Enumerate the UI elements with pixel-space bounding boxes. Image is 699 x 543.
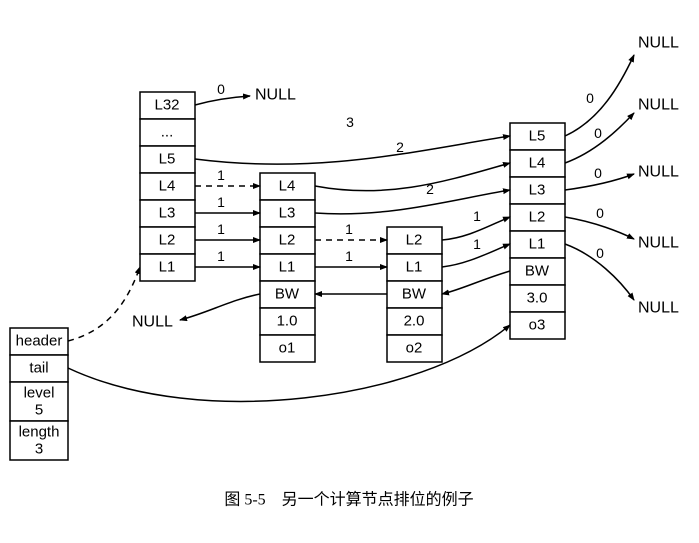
lbl-h-l5: 3	[346, 114, 354, 130]
lbl-o1-l4: 2	[396, 139, 404, 155]
lbl-o3-l4: 0	[594, 125, 602, 141]
lbl-o2-l1: 1	[473, 236, 481, 252]
o2-bw: BW	[402, 286, 427, 303]
o1-l1: L1	[279, 259, 296, 276]
o3-l4: L4	[529, 155, 546, 172]
o1-obj: o1	[279, 340, 296, 357]
struct-level-label: level	[24, 385, 55, 402]
header-l4: L4	[159, 178, 176, 195]
o3-obj: o3	[529, 317, 546, 334]
header-l1: L1	[159, 259, 176, 276]
o3-l3: L3	[529, 182, 546, 199]
lbl-h-l1: 1	[217, 248, 225, 264]
struct-node: header tail level 5 length 3	[10, 328, 68, 460]
lbl-o2-l2: 1	[473, 208, 481, 224]
null-r1: NULL	[638, 97, 679, 114]
o3-score: 3.0	[527, 290, 548, 307]
lbl-o3-l1: 0	[596, 245, 604, 261]
lbl-o1-l2: 1	[345, 221, 353, 237]
o2-score: 2.0	[404, 313, 425, 330]
edge-o3-bw	[442, 271, 510, 294]
header-node: L32 ... L5 L4 L3 L2 L1	[140, 92, 195, 281]
diagram-canvas: header tail level 5 length 3 L32 ... L5 …	[0, 0, 699, 543]
lbl-o3-l3: 0	[594, 165, 602, 181]
struct-length-label: length	[19, 424, 60, 441]
null-r3: NULL	[638, 235, 679, 252]
o1-score: 1.0	[277, 313, 298, 330]
header-l5: L5	[159, 151, 176, 168]
null-r0: NULL	[638, 35, 679, 52]
lbl-o1-l3: 2	[426, 181, 434, 197]
o3-l5: L5	[529, 128, 546, 145]
lbl-h-l32: 0	[217, 81, 225, 97]
o1-bw: BW	[275, 286, 300, 303]
o2-obj: o2	[406, 340, 423, 357]
struct-header: header	[16, 333, 63, 350]
null-r2: NULL	[638, 164, 679, 181]
struct-tail: tail	[29, 360, 48, 377]
edge-o1-bw	[180, 294, 260, 320]
edge-h-l32	[195, 96, 250, 105]
edge-h-l5	[195, 136, 510, 164]
lbl-h-l2: 1	[217, 221, 225, 237]
null-bw: NULL	[132, 314, 173, 331]
o2-l1: L1	[406, 259, 423, 276]
null-top: NULL	[255, 87, 296, 104]
header-l3: L3	[159, 205, 176, 222]
struct-level-value: 5	[35, 402, 43, 419]
node-o3: L5 L4 L3 L2 L1 BW 3.0 o3	[510, 123, 565, 339]
o2-l2: L2	[406, 232, 423, 249]
node-o2: L2 L1 BW 2.0 o2	[387, 227, 442, 362]
lbl-o3-l2: 0	[596, 205, 604, 221]
o1-l4: L4	[279, 178, 296, 195]
o3-l1: L1	[529, 236, 546, 253]
header-l32: L32	[154, 97, 179, 114]
o1-l2: L2	[279, 232, 296, 249]
node-o1: L4 L3 L2 L1 BW 1.0 o1	[260, 173, 315, 362]
edge-struct-header	[68, 267, 140, 341]
o1-l3: L3	[279, 205, 296, 222]
header-dots: ...	[161, 124, 174, 141]
lbl-o3-l5: 0	[586, 90, 594, 106]
lbl-h-l4: 1	[217, 167, 225, 183]
header-l2: L2	[159, 232, 176, 249]
figure-caption: 图 5-5 另一个计算节点排位的例子	[224, 490, 473, 509]
null-r4: NULL	[638, 300, 679, 317]
lbl-o1-l1: 1	[345, 248, 353, 264]
o3-bw: BW	[525, 263, 550, 280]
o3-l2: L2	[529, 209, 546, 226]
edge-o1-l4	[315, 163, 510, 191]
lbl-h-l3: 1	[217, 194, 225, 210]
struct-length-value: 3	[35, 441, 43, 458]
